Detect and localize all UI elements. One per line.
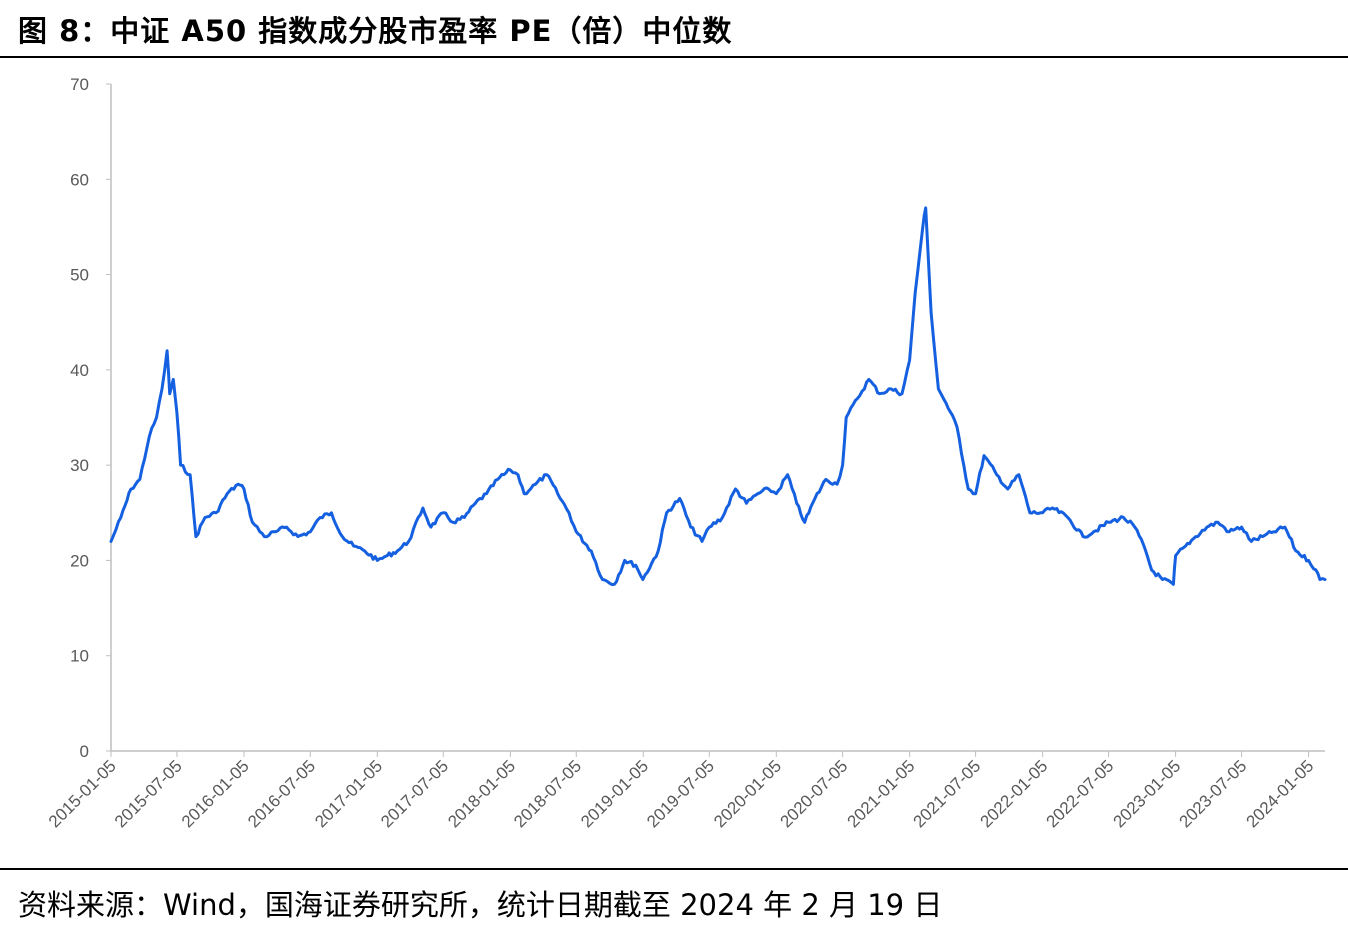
x-tick-labels: 2015-01-052015-07-052016-01-052016-07-05… <box>45 751 1318 831</box>
title-divider <box>0 56 1348 58</box>
x-tick-label: 2016-07-05 <box>244 756 319 831</box>
x-tick-label: 2020-01-05 <box>710 756 785 831</box>
x-tick-label: 2021-01-05 <box>844 756 919 831</box>
x-tick-label: 2016-01-05 <box>178 756 253 831</box>
y-axis: 0 10 20 30 40 50 60 70 <box>70 75 112 761</box>
x-tick-label: 2020-07-05 <box>777 756 852 831</box>
x-tick-label: 2023-01-05 <box>1110 756 1185 831</box>
x-axis: 2015-01-052015-07-052016-01-052016-07-05… <box>45 750 1325 831</box>
figure-title: 图 8：中证 A50 指数成分股市盈率 PE（倍）中位数 <box>18 14 733 48</box>
x-tick-label: 2019-07-05 <box>643 756 718 831</box>
x-tick-label: 2022-07-05 <box>1042 756 1117 831</box>
y-tick-label: 40 <box>70 361 89 380</box>
y-tick-label: 20 <box>70 551 89 570</box>
y-tick-label: 30 <box>70 456 89 475</box>
x-tick-label: 2018-07-05 <box>510 756 585 831</box>
x-tick-label: 2019-01-05 <box>577 756 652 831</box>
y-tick-label: 10 <box>70 647 89 666</box>
x-tick-label: 2023-07-05 <box>1175 756 1250 831</box>
y-tick-label: 60 <box>70 170 89 189</box>
y-tick-labels: 0 10 20 30 40 50 60 70 <box>70 75 111 761</box>
x-tick-label: 2015-01-05 <box>45 756 120 831</box>
source-note: 资料来源：Wind，国海证券研究所，统计日期截至 2024 年 2 月 19 日 <box>18 888 943 922</box>
x-tick-label: 2017-01-05 <box>311 756 386 831</box>
x-tick-label: 2024-01-05 <box>1243 756 1318 831</box>
series-group <box>109 206 1327 587</box>
x-tick-label: 2015-07-05 <box>111 756 186 831</box>
series-line <box>109 206 1327 587</box>
y-tick-label: 0 <box>80 742 89 761</box>
source-divider <box>0 868 1348 870</box>
x-tick-label: 2022-01-05 <box>977 756 1052 831</box>
y-tick-label: 50 <box>70 266 89 285</box>
y-tick-label: 70 <box>70 75 89 94</box>
x-tick-label: 2021-07-05 <box>909 756 984 831</box>
x-tick-label: 2018-01-05 <box>444 756 519 831</box>
x-tick-label: 2017-07-05 <box>377 756 452 831</box>
